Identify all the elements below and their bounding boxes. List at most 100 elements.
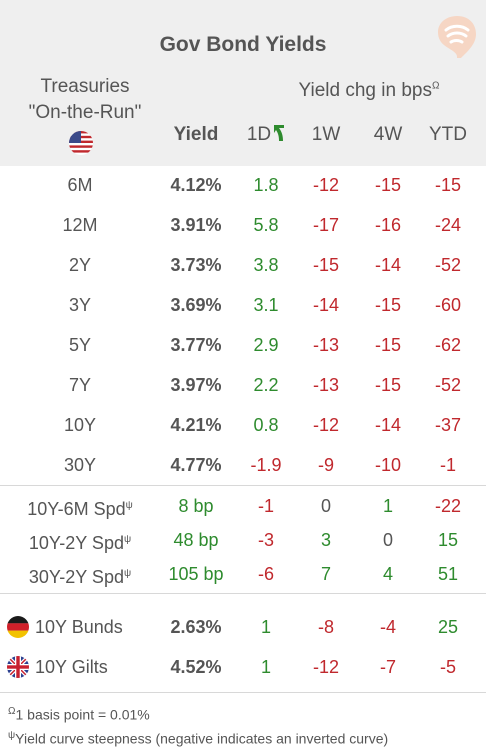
change-4w: -15	[374, 175, 401, 195]
change-1d: 1	[260, 657, 271, 677]
change-1d: -1	[257, 496, 274, 516]
change-1d: 5.8	[253, 215, 279, 235]
change-ytd: 25	[437, 617, 459, 637]
maturity-label: 2Y	[68, 255, 92, 275]
table-row: 6M 4.12% 1.8 -12 -15 -15	[0, 169, 486, 201]
change-1w: -9	[317, 455, 334, 475]
divider	[0, 485, 486, 486]
green-arrow-icon	[274, 125, 285, 141]
change-ytd: 15	[437, 530, 459, 550]
footnote-basis-point: Ω1 basis point = 0.01%	[8, 706, 150, 723]
change-1w: -13	[312, 335, 339, 355]
change-ytd: -60	[434, 295, 461, 315]
table-row: 3Y 3.69% 3.1 -14 -15 -60	[0, 289, 486, 321]
change-4w: 4	[382, 564, 393, 584]
col-header-1d: 1D	[236, 124, 296, 146]
maturity-label: 30Y	[63, 455, 97, 475]
col-header-4w: 4W	[373, 124, 403, 145]
change-4w: -14	[374, 255, 401, 275]
spread-label-sup: ψ	[125, 500, 133, 511]
yield-column-header: Yield	[173, 124, 219, 145]
change-ytd: -1	[439, 455, 456, 475]
change-1w: 7	[320, 564, 331, 584]
change-ytd: -22	[434, 496, 461, 516]
yield-value: 3.91%	[170, 215, 222, 235]
spread-label-sup: ψ	[123, 568, 132, 579]
table-row: 30Y 4.77% -1.9 -9 -10 -1	[0, 449, 486, 481]
divider	[0, 692, 486, 693]
brand-logo-icon	[438, 16, 476, 58]
change-4w: -10	[374, 455, 401, 475]
change-4w: -16	[374, 215, 401, 235]
change-ytd: -37	[434, 415, 461, 435]
change-4w: -15	[374, 375, 401, 395]
bond-label: 10Y Gilts	[35, 657, 108, 677]
maturity-label: 12M	[62, 215, 98, 235]
change-1d: 3.1	[253, 295, 279, 315]
us-flag-icon	[69, 131, 93, 155]
change-4w: -15	[374, 335, 401, 355]
change-ytd: -62	[434, 335, 461, 355]
change-1w: -12	[312, 657, 339, 677]
spread-label: 10Y-2Y Spdψ	[0, 524, 160, 559]
change-1d: 3.8	[253, 255, 279, 275]
maturity-label: 6M	[67, 175, 93, 195]
change-4w: -7	[379, 657, 396, 677]
spread-row: 10Y-6M Spdψ 8 bp -1 0 1 -22	[0, 490, 486, 522]
intl-row: 10Y Gilts 4.52% 1 -12 -7 -5	[0, 651, 486, 683]
change-1d: 1	[260, 617, 271, 637]
de-flag-icon	[7, 616, 29, 638]
spread-value: 48 bp	[173, 530, 219, 550]
maturity-label: 5Y	[68, 335, 92, 355]
maturity-label: 7Y	[68, 375, 92, 395]
change-1w: -17	[312, 215, 339, 235]
intl-row: 10Y Bunds 2.63% 1 -8 -4 25	[0, 611, 486, 643]
footnote-steepness: ψYield curve steepness (negative indicat…	[8, 730, 389, 747]
yield-change-header: Yield chg in bpsΩ	[298, 80, 440, 101]
spread-value: 105 bp	[168, 564, 224, 584]
change-1d: 0.8	[253, 415, 279, 435]
maturity-label: 10Y	[63, 415, 97, 435]
col-header-1w: 1W	[311, 124, 341, 145]
change-1d: 2.9	[253, 335, 279, 355]
bond-label: 10Y Bunds	[35, 617, 123, 637]
change-ytd: -52	[434, 375, 461, 395]
spread-label-text: 30Y-2Y Spd	[28, 567, 124, 587]
yield-value: 2.63%	[170, 617, 222, 637]
spread-label-text: 10Y-2Y Spd	[28, 533, 124, 553]
yield-value: 3.97%	[170, 375, 222, 395]
change-1w: -13	[312, 375, 339, 395]
change-1d: -3	[257, 530, 274, 550]
change-1w: -12	[312, 415, 339, 435]
table-row: 12M 3.91% 5.8 -17 -16 -24	[0, 209, 486, 241]
change-4w: -15	[374, 295, 401, 315]
spread-label: 30Y-2Y Spdψ	[0, 558, 160, 593]
change-1w: -15	[312, 255, 339, 275]
page-title: Gov Bond Yields	[159, 33, 327, 56]
change-1d: -1.9	[250, 455, 282, 475]
spread-value: 8 bp	[178, 496, 214, 516]
uk-flag-icon	[7, 656, 29, 678]
change-1d: 1.8	[253, 175, 279, 195]
table-row: 2Y 3.73% 3.8 -15 -14 -52	[0, 249, 486, 281]
table-header: Gov Bond Yields Treasuries "On-the-Run" …	[0, 0, 486, 166]
change-ytd: -24	[434, 215, 461, 235]
treasuries-label: Treasuries	[40, 76, 130, 97]
change-1w: 3	[320, 530, 331, 550]
change-ytd: -52	[434, 255, 461, 275]
on-the-run-label: "On-the-Run"	[28, 102, 142, 123]
yield-value: 3.69%	[170, 295, 222, 315]
table-row: 10Y 4.21% 0.8 -12 -14 -37	[0, 409, 486, 441]
change-4w: 1	[382, 496, 393, 516]
yield-value: 4.21%	[170, 415, 222, 435]
spread-row: 10Y-2Y Spdψ 48 bp -3 3 0 15	[0, 524, 486, 556]
change-ytd: -5	[439, 657, 456, 677]
change-1w: -14	[312, 295, 339, 315]
change-1w: 0	[320, 496, 331, 516]
change-ytd: -15	[434, 175, 461, 195]
yield-value: 4.52%	[170, 657, 222, 677]
spread-label-sup: ψ	[123, 534, 132, 545]
yield-value: 3.73%	[170, 255, 222, 275]
table-row: 5Y 3.77% 2.9 -13 -15 -62	[0, 329, 486, 361]
maturity-label: 3Y	[68, 295, 92, 315]
